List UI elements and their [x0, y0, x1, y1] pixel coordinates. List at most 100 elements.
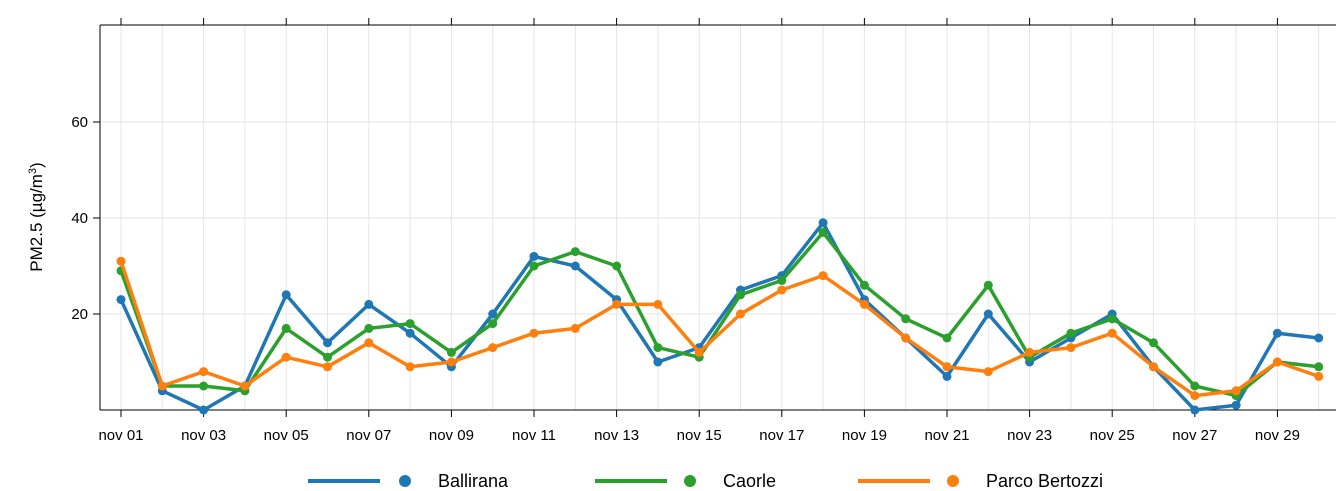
data-point	[1272, 328, 1282, 338]
data-point	[1231, 386, 1241, 396]
x-tick-label: nov 15	[677, 427, 722, 444]
series-group	[116, 218, 1324, 415]
x-tick-label: nov 05	[264, 427, 309, 444]
data-point	[116, 256, 126, 266]
data-point	[942, 333, 952, 343]
data-point	[446, 357, 456, 367]
series-line	[119, 230, 1319, 398]
data-point	[1107, 328, 1117, 338]
data-point	[612, 261, 622, 271]
series-parco-bertozzi	[116, 256, 1324, 401]
data-point	[1314, 333, 1324, 343]
data-point	[818, 227, 828, 237]
data-point	[1272, 357, 1282, 367]
data-point	[736, 309, 745, 319]
x-tick-label: nov 21	[924, 427, 969, 444]
legend-item: Ballirana	[308, 471, 509, 491]
data-point	[901, 314, 911, 324]
series-line	[119, 260, 1320, 398]
series-line	[119, 221, 1319, 412]
y-axis-title: PM2.5 (µg/m3)	[27, 162, 46, 271]
x-tick-label: nov 17	[759, 427, 804, 444]
data-point	[199, 405, 209, 415]
legend-label: Caorle	[723, 471, 776, 491]
data-point	[983, 280, 993, 290]
data-point	[1190, 391, 1200, 401]
x-tick-label: nov 25	[1090, 427, 1135, 444]
data-point	[529, 251, 539, 261]
data-point	[1107, 314, 1117, 324]
data-point	[1190, 381, 1200, 391]
data-point	[777, 285, 787, 295]
x-tick-label: nov 01	[98, 427, 143, 444]
data-point	[199, 381, 209, 391]
legend-point-swatch	[947, 475, 959, 487]
data-point	[529, 328, 539, 338]
data-point	[653, 299, 663, 309]
data-point	[1314, 371, 1324, 381]
data-point	[116, 295, 126, 305]
x-tick-label: nov 03	[181, 427, 226, 444]
data-point	[570, 323, 580, 333]
gridlines	[100, 25, 1336, 410]
data-point	[323, 362, 332, 372]
data-point	[157, 381, 167, 391]
data-point	[488, 343, 498, 353]
y-tick-label: 60	[71, 114, 88, 131]
data-point	[1314, 362, 1324, 372]
data-point	[818, 218, 828, 228]
data-point	[364, 299, 374, 309]
data-point	[1149, 362, 1158, 372]
x-tick-label: nov 13	[594, 427, 639, 444]
data-point	[818, 271, 828, 281]
x-tick-label: nov 09	[429, 427, 474, 444]
legend-point-swatch	[684, 475, 696, 487]
data-point	[405, 362, 415, 372]
data-point	[942, 371, 952, 381]
data-point	[570, 261, 580, 271]
data-point	[405, 319, 415, 329]
data-point	[653, 357, 663, 367]
data-point	[901, 333, 911, 343]
legend-label: Parco Bertozzi	[986, 471, 1103, 491]
legend-item: Parco Bertozzi	[858, 471, 1103, 491]
data-point	[942, 362, 952, 372]
series-ballirana	[116, 218, 1324, 415]
data-point	[281, 290, 291, 300]
data-point	[1190, 405, 1200, 415]
data-point	[281, 323, 291, 333]
x-tick-label: nov 29	[1255, 427, 1300, 444]
data-point	[653, 343, 663, 353]
data-point	[488, 309, 498, 319]
x-tick-label: nov 23	[1007, 427, 1052, 444]
data-point	[859, 299, 869, 309]
y-tick-label: 20	[71, 306, 88, 323]
x-tick-label: nov 07	[346, 427, 391, 444]
data-point	[364, 323, 374, 333]
x-tick-label: nov 11	[512, 427, 556, 444]
data-point	[859, 280, 869, 290]
data-point	[488, 319, 498, 329]
data-point	[1149, 338, 1158, 348]
data-point	[529, 261, 539, 271]
x-tick-label: nov 27	[1172, 427, 1217, 444]
legend-item: Caorle	[595, 471, 776, 491]
data-point	[612, 299, 622, 309]
data-point	[323, 338, 332, 348]
data-point	[694, 347, 704, 357]
data-point	[1066, 343, 1076, 353]
data-point	[199, 367, 209, 377]
data-point	[1025, 347, 1035, 357]
data-point	[983, 367, 993, 377]
legend-label: Ballirana	[438, 471, 509, 491]
data-point	[1066, 328, 1076, 338]
data-point	[570, 247, 580, 257]
data-point	[983, 309, 993, 319]
data-point	[281, 352, 291, 362]
y-tick-label: 40	[71, 210, 88, 227]
data-point	[446, 347, 456, 357]
x-tick-label: nov 19	[842, 427, 887, 444]
legend: Ballirana Caorle Parco Bertozzi	[308, 471, 1103, 491]
data-point	[736, 290, 745, 300]
